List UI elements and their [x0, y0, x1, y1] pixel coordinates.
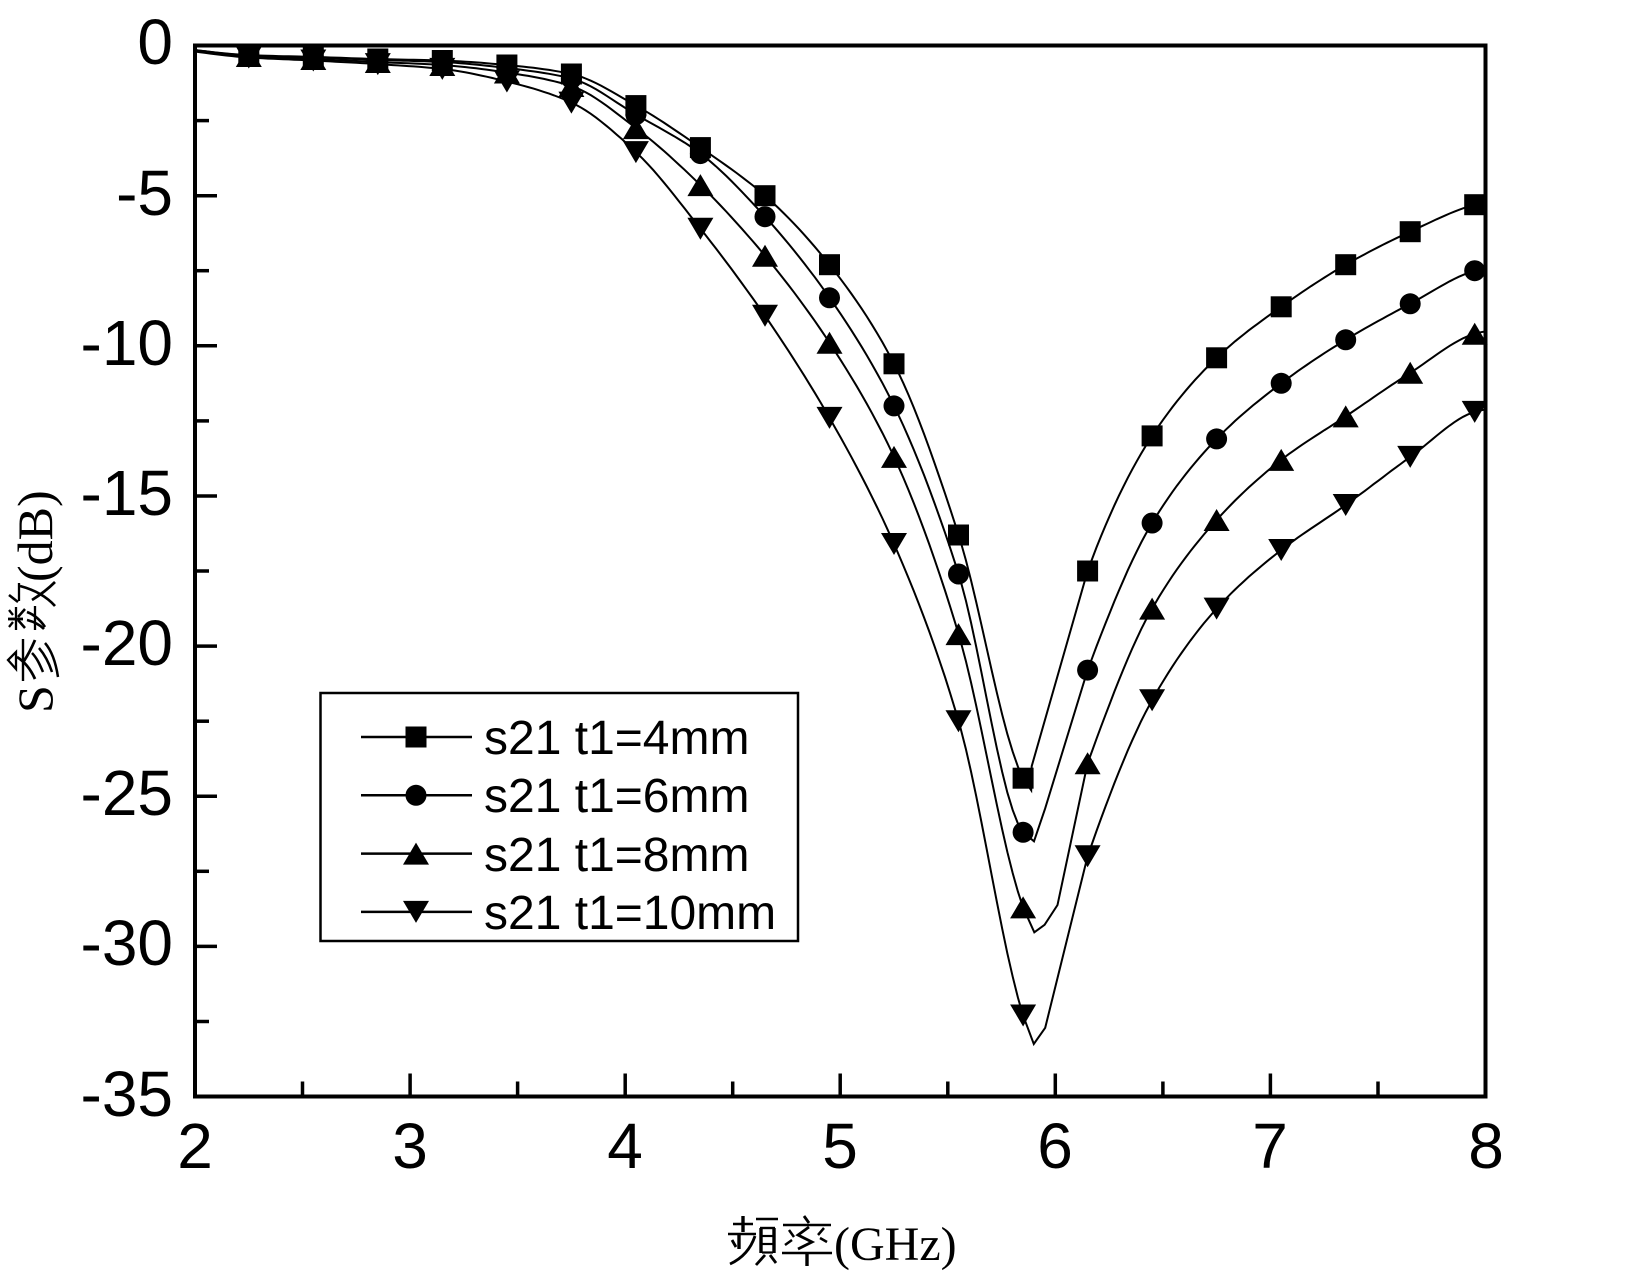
svg-text:-25: -25 [81, 757, 174, 829]
svg-text:0: 0 [137, 6, 173, 78]
svg-text:-10: -10 [81, 307, 174, 379]
svg-text:(GHz): (GHz) [834, 1218, 957, 1271]
svg-text:-15: -15 [81, 457, 174, 529]
svg-text:s21 t1=10mm: s21 t1=10mm [484, 887, 776, 940]
svg-text:8: 8 [1468, 1110, 1504, 1182]
svg-text:S: S [7, 685, 63, 713]
svg-text:-35: -35 [81, 1058, 174, 1130]
svg-text:4: 4 [607, 1110, 643, 1182]
svg-text:6: 6 [1037, 1110, 1073, 1182]
svg-text:3: 3 [392, 1110, 428, 1182]
svg-text:2: 2 [177, 1110, 213, 1182]
svg-text:s21 t1=4mm: s21 t1=4mm [484, 712, 749, 765]
svg-text:(dB): (dB) [7, 490, 63, 582]
svg-text:7: 7 [1252, 1110, 1288, 1182]
svg-text:s21 t1=6mm: s21 t1=6mm [484, 770, 749, 823]
svg-text:5: 5 [822, 1110, 858, 1182]
svg-text:-20: -20 [81, 607, 174, 679]
svg-text:-30: -30 [81, 907, 174, 979]
svg-text:-5: -5 [116, 157, 173, 229]
svg-text:s21 t1=8mm: s21 t1=8mm [484, 829, 749, 882]
